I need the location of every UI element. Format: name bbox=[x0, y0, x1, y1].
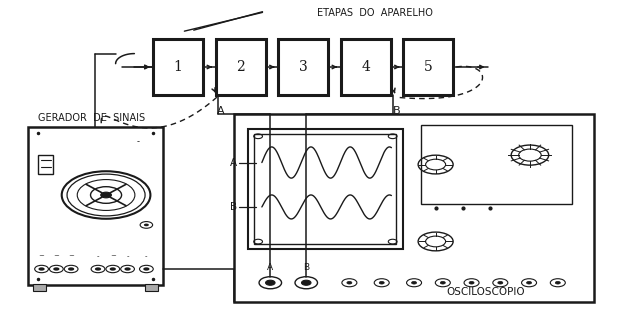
Circle shape bbox=[498, 281, 502, 284]
Bar bbox=[234, 114, 594, 302]
Circle shape bbox=[124, 267, 131, 271]
Text: ETAPAS  DO  APARELHO: ETAPAS DO APARELHO bbox=[317, 8, 433, 18]
Text: -: - bbox=[137, 137, 140, 146]
Bar bbox=[254, 134, 396, 244]
Bar bbox=[216, 39, 266, 95]
Bar bbox=[38, 155, 53, 174]
Circle shape bbox=[301, 280, 311, 285]
Text: OSCILOSCOPIO: OSCILOSCOPIO bbox=[447, 287, 525, 297]
Text: ~: ~ bbox=[39, 254, 44, 260]
Circle shape bbox=[68, 267, 74, 271]
Text: 5: 5 bbox=[424, 60, 432, 74]
Text: -: - bbox=[126, 254, 129, 260]
Text: -: - bbox=[145, 254, 147, 260]
Circle shape bbox=[412, 281, 416, 284]
Circle shape bbox=[39, 267, 45, 271]
Circle shape bbox=[95, 267, 101, 271]
Circle shape bbox=[101, 192, 111, 198]
Text: -: - bbox=[97, 254, 99, 260]
Circle shape bbox=[440, 281, 445, 284]
Bar bbox=[28, 127, 163, 285]
Text: B: B bbox=[231, 202, 238, 212]
Text: ~: ~ bbox=[53, 254, 59, 260]
Text: 4: 4 bbox=[361, 60, 370, 74]
Circle shape bbox=[266, 280, 275, 285]
Bar bbox=[33, 284, 46, 291]
Text: 3: 3 bbox=[299, 60, 308, 74]
Bar bbox=[421, 125, 572, 204]
Circle shape bbox=[526, 281, 531, 284]
Text: A: A bbox=[268, 263, 273, 272]
Circle shape bbox=[469, 281, 474, 284]
Circle shape bbox=[379, 281, 384, 284]
Text: A: A bbox=[231, 157, 238, 168]
Circle shape bbox=[144, 223, 149, 226]
Bar bbox=[248, 129, 402, 249]
Circle shape bbox=[53, 267, 59, 271]
Text: B: B bbox=[393, 106, 401, 116]
Text: ~: ~ bbox=[110, 254, 116, 260]
Text: ~: ~ bbox=[68, 254, 74, 260]
Circle shape bbox=[109, 267, 116, 271]
Text: A: A bbox=[217, 106, 224, 116]
Text: 1: 1 bbox=[174, 60, 182, 74]
Circle shape bbox=[143, 267, 149, 271]
Bar bbox=[153, 39, 203, 95]
Text: GERADOR  DE  SINAIS: GERADOR DE SINAIS bbox=[38, 113, 145, 123]
Text: 2: 2 bbox=[236, 60, 245, 74]
Bar bbox=[278, 39, 328, 95]
Bar bbox=[145, 284, 158, 291]
Text: B: B bbox=[303, 263, 309, 272]
Circle shape bbox=[347, 281, 352, 284]
Bar bbox=[403, 39, 453, 95]
Circle shape bbox=[556, 281, 561, 284]
Bar bbox=[341, 39, 391, 95]
